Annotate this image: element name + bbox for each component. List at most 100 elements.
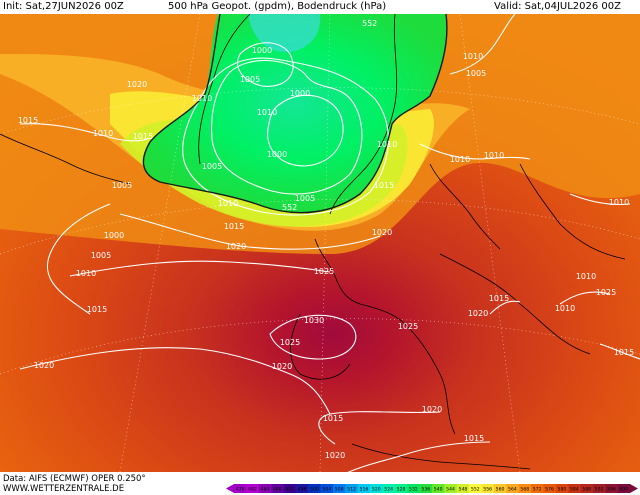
contour-552-label: 552: [282, 203, 297, 212]
colorbar-swatch: [370, 484, 383, 493]
isobar-label: 1010: [76, 269, 96, 278]
isobar-label: 1005: [202, 162, 222, 171]
isobar-label: 1000: [267, 150, 287, 159]
colorbar-swatch: [493, 484, 507, 493]
colorbar-tick: 580: [558, 487, 567, 493]
colorbar-tick: 576: [545, 487, 554, 493]
color-scale-bar: 476 482 484 488 492 496 500 504 508 512 516 520 524 5…: [226, 484, 638, 493]
colorbar-swatch: [382, 484, 396, 493]
colorbar-swatch: [246, 484, 260, 493]
colorbar-swatch: [605, 484, 618, 493]
colorbar-tick: 556: [483, 487, 492, 493]
colorbar-tick: 484: [261, 487, 270, 493]
colorbar-swatch: [518, 484, 532, 493]
colorbar-swatch: [506, 484, 519, 493]
colorbar-tick: 504: [322, 487, 331, 493]
colorbar-tick: 520: [372, 487, 381, 493]
isobar-label: 1015: [18, 116, 38, 125]
colorbar-tick: 496: [298, 487, 307, 493]
isobar-label: 1010: [576, 272, 596, 281]
isobar-label: 1015: [614, 348, 634, 357]
colorbar-tick: 564: [508, 487, 517, 493]
isobar-label: 1010: [257, 108, 277, 117]
forecast-map: 552 552 1000 1000 1000 1005 1005 1005 1010 1010…: [0, 14, 640, 472]
colorbar-max-arrow: [630, 484, 638, 493]
colorbar-tick: 584: [570, 487, 579, 493]
isobar-label: 1020: [422, 405, 442, 414]
colorbar-swatch: [568, 484, 581, 493]
isobar-label: 1025: [280, 338, 300, 347]
colorbar-tick: 548: [459, 487, 468, 493]
isobar-label: 1020: [372, 228, 392, 237]
isobar-label: 1005: [112, 181, 132, 190]
colorbar-swatch: [234, 484, 247, 493]
isobar-label: 1020: [34, 361, 54, 370]
isobar-label: 1005: [295, 194, 315, 203]
isobar-label: 1010: [555, 304, 575, 313]
colorbar-swatch: [407, 484, 420, 493]
isobar-label: 1010: [192, 94, 212, 103]
colorbar-tick: 532: [409, 487, 418, 493]
data-source: Data: AIFS (ECMWF) OPER 0.250°: [3, 474, 146, 484]
colorbar-swatch: [320, 484, 334, 493]
colorbar-tick: 588: [582, 487, 591, 493]
isobar-label: 1015: [489, 294, 509, 303]
colorbar-min-arrow: [226, 484, 234, 493]
colorbar-swatch: [543, 484, 557, 493]
colorbar-tick: 592: [595, 487, 604, 493]
isobar-label: 1010: [484, 151, 504, 160]
colorbar-tick: 552: [471, 487, 480, 493]
colorbar-tick: 512: [347, 487, 356, 493]
isobar-label: 1010: [450, 155, 470, 164]
low-pressure-area: [143, 14, 447, 213]
colorbar-swatch: [258, 484, 272, 493]
graticule: [0, 14, 640, 472]
colorbar-tick: 482: [248, 487, 257, 493]
chart-header: Init: Sat,27JUN2026 00Z 500 hPa Geopot. …: [0, 0, 640, 14]
isobar-label: 1015: [87, 305, 107, 314]
colorbar-swatch: [295, 484, 309, 493]
isobar-label: 1010: [463, 52, 483, 61]
isobar-label: 1025: [596, 288, 616, 297]
colorbar-swatch: [357, 484, 371, 493]
colorbar-swatch: [444, 484, 458, 493]
isobar-label: 1030: [304, 316, 324, 325]
colorbar-swatch: [419, 484, 433, 493]
isobar-label: 1015: [374, 181, 394, 190]
isobar-label: 1010: [93, 129, 113, 138]
colorbar-tick: 568: [520, 487, 529, 493]
colorbar-tick: 500: [310, 487, 319, 493]
colorbar-swatch: [271, 484, 284, 493]
valid-time: Valid: Sat,04JUL2026 00Z: [494, 1, 621, 12]
isobar-label: 1000: [104, 231, 124, 240]
colorbar-swatch: [345, 484, 359, 493]
isobar-label: 1015: [224, 222, 244, 231]
isobar-label: 1000: [290, 89, 310, 98]
colorbar-tick: 536: [421, 487, 430, 493]
colorbar-swatch: [531, 484, 544, 493]
isobar-label: 1015: [133, 132, 153, 141]
isobars: [19, 14, 640, 472]
init-time: Init: Sat,27JUN2026 00Z: [3, 1, 124, 12]
isobar-label: 1000: [252, 46, 272, 55]
colorbar-tick: 600: [619, 487, 628, 493]
colorbar-tick: 596: [607, 487, 616, 493]
colorbar-swatch: [432, 484, 445, 493]
isobar-label: 1015: [323, 414, 343, 423]
chart-title: 500 hPa Geopot. (gpdm), Bodendruck (hPa): [168, 1, 387, 12]
isobar-label: 1020: [272, 362, 292, 371]
colorbar-swatch: [469, 484, 482, 493]
colorbar-swatch: [308, 484, 321, 493]
colorbar-tick: 572: [533, 487, 542, 493]
colorbar-swatch: [456, 484, 470, 493]
colorbar-swatch: [580, 484, 594, 493]
isobar-label: 1015: [464, 434, 484, 443]
colorbar-tick: 508: [335, 487, 344, 493]
colorbar-tick: 488: [273, 487, 282, 493]
colorbar-tick: 516: [360, 487, 369, 493]
isobar-label: 1005: [91, 251, 111, 260]
colorbar-tick: 528: [397, 487, 406, 493]
colorbar-swatch: [592, 484, 606, 493]
coastlines: [0, 14, 626, 470]
